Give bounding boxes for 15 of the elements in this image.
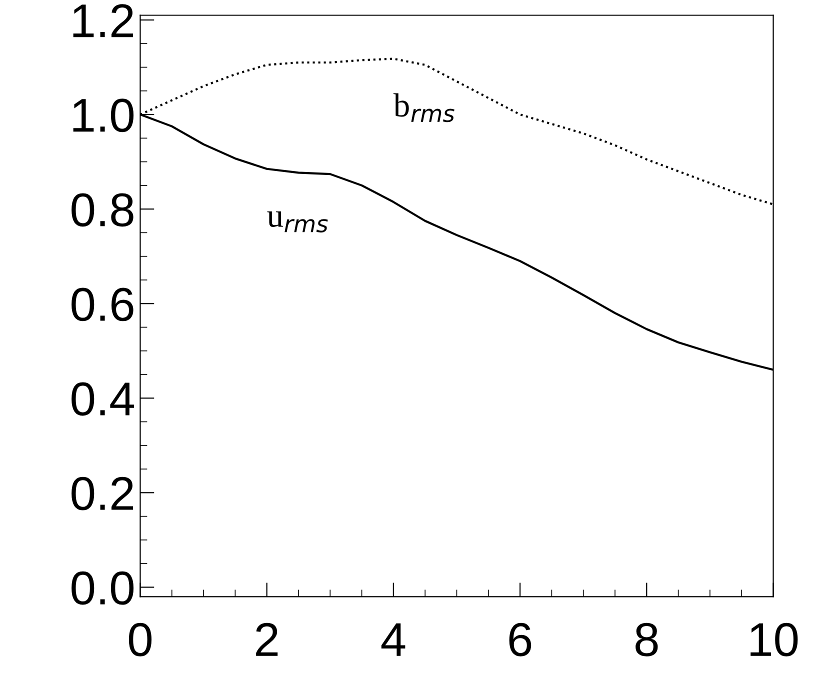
y-tick-label: 0.4 xyxy=(72,382,134,416)
y-tick-label: 1.2 xyxy=(73,4,133,38)
x-tick-label: 8 xyxy=(636,622,658,656)
x-tick-label: 6 xyxy=(509,622,532,656)
y-tick-label: 0.2 xyxy=(72,476,133,510)
x-tick-label: 4 xyxy=(381,623,406,656)
y-tick-label: 0.0 xyxy=(72,571,134,605)
x-tick-label: 2 xyxy=(256,622,278,656)
y-tick-label: 0.6 xyxy=(72,288,134,322)
y-tick-label: 1.0 xyxy=(73,98,134,132)
x-tick-label: 10 xyxy=(750,622,798,656)
series-label: u$_{rms}$ xyxy=(267,211,328,232)
y-tick-label: 0.8 xyxy=(72,193,134,227)
x-tick-label: 0 xyxy=(128,622,152,656)
series-label: b$_{rms}$ xyxy=(393,93,454,122)
